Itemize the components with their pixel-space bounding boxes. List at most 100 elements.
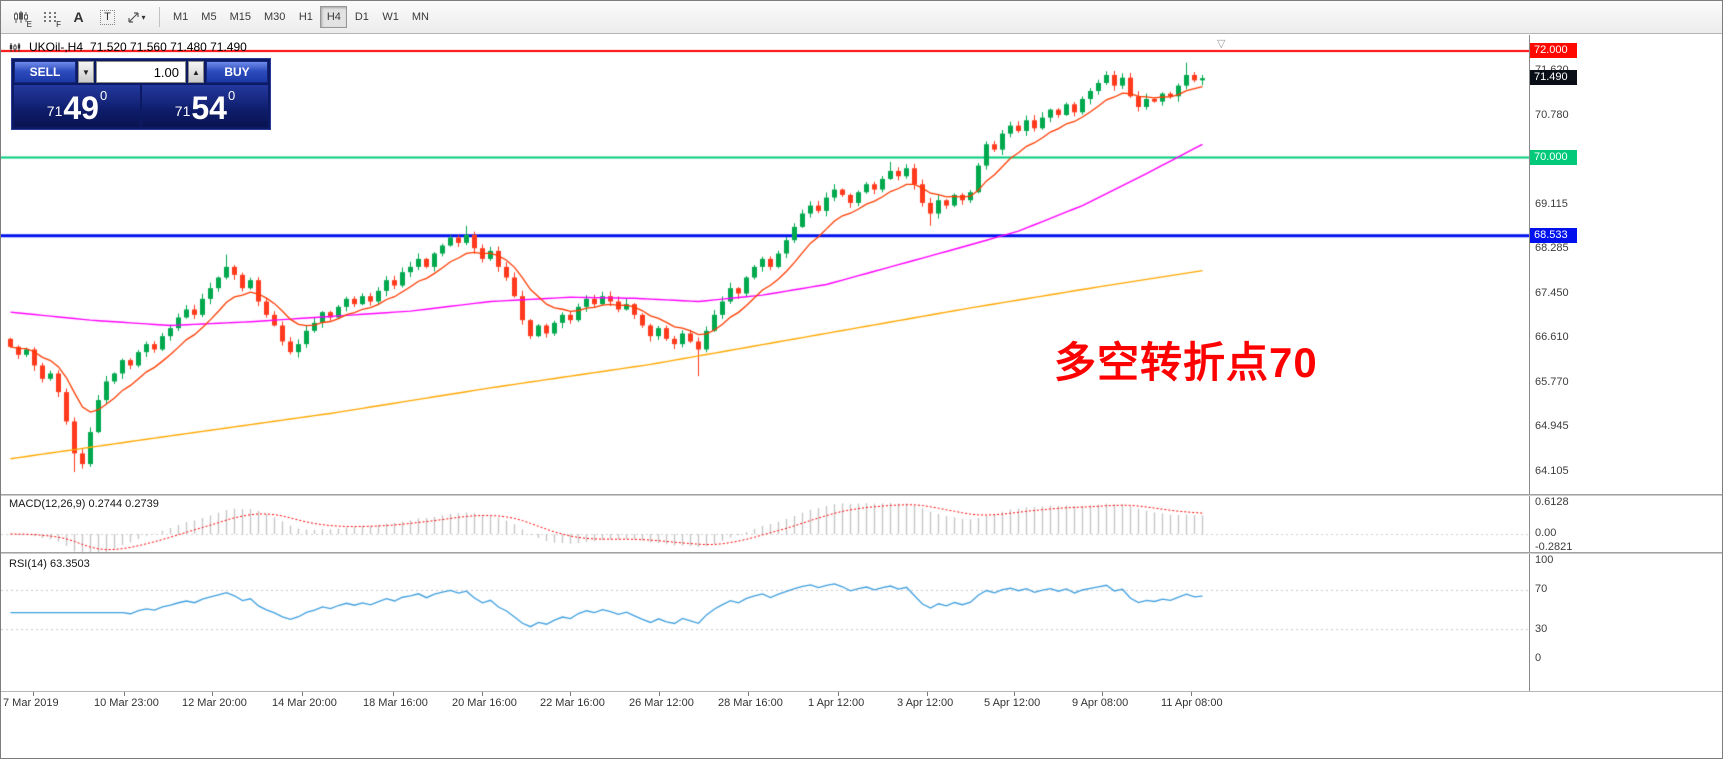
rsi-axis-label: 0 [1535, 652, 1542, 664]
candlestick-chart-icon [13, 10, 28, 23]
time-label: 10 Mar 23:00 [94, 697, 159, 709]
ask-quote: 71 54 0 [142, 85, 268, 127]
rsi-axis-label: 100 [1535, 554, 1554, 566]
order-row: SELL ▼ ▲ BUY [14, 61, 268, 83]
rsi-label: RSI(14) 63.3503 [9, 558, 90, 570]
timeframe-m1[interactable]: M1 [167, 6, 194, 28]
price-scale[interactable]: 71.62070.78069.11568.28567.45066.61065.7… [1529, 35, 1722, 758]
timeframe-h1[interactable]: H1 [292, 6, 319, 28]
pane-separator[interactable] [1, 494, 1722, 496]
price-box: 72.000 [1530, 43, 1577, 58]
pane-separator[interactable] [1, 691, 1722, 692]
macd-axis-label: -0.2821 [1535, 541, 1573, 554]
time-label: 14 Mar 20:00 [272, 697, 337, 709]
chart-annotation[interactable]: 多空转折点70 [1054, 339, 1318, 386]
tool-sub-label: E [26, 20, 32, 29]
time-tick [302, 692, 303, 696]
rsi-canvas[interactable] [1, 554, 1529, 691]
time-label: 20 Mar 16:00 [452, 697, 517, 709]
volume-dropdown-button[interactable]: ▼ [78, 61, 94, 83]
time-label: 22 Mar 16:00 [540, 697, 605, 709]
timeframe-m5[interactable]: M5 [195, 6, 222, 28]
timeframe-mn[interactable]: MN [406, 6, 435, 28]
time-tick [570, 692, 571, 696]
ask-pips: 54 [191, 90, 227, 126]
symbol-timeframe-label: UKOil-,H4 [29, 40, 84, 54]
price-tick: 65.770 [1535, 376, 1569, 389]
macd-label: MACD(12,26,9) 0.2744 0.2739 [9, 498, 159, 510]
chart-area: UKOil-,H4 71.520 71.560 71.480 71.490 ▽ … [1, 35, 1722, 758]
timeframe-d1[interactable]: D1 [348, 6, 375, 28]
tool-sub-label: F [56, 20, 61, 29]
price-tick: 67.450 [1535, 286, 1569, 299]
bid-quote: 71 49 0 [14, 85, 140, 127]
buy-button[interactable]: BUY [206, 61, 268, 83]
time-label: 26 Mar 12:00 [629, 697, 694, 709]
rsi-axis-label: 30 [1535, 622, 1548, 635]
rsi-axis-label: 70 [1535, 583, 1548, 596]
timeframe-w1[interactable]: W1 [376, 6, 405, 28]
volume-input[interactable] [96, 61, 186, 83]
ask-whole: 71 [174, 103, 191, 119]
cursor-tool-icon [128, 11, 140, 23]
ask-point: 0 [227, 88, 236, 103]
indicator-e-button[interactable]: E [7, 5, 34, 29]
bid-point: 0 [99, 88, 108, 103]
macd-canvas[interactable] [1, 496, 1529, 552]
one-click-trading-panel: SELL ▼ ▲ BUY 71 49 0 71 54 0 [11, 58, 271, 130]
timeframe-group: M1 M5 M15 M30 H1 H4 D1 W1 MN [167, 6, 436, 28]
price-box: 70.000 [1530, 149, 1577, 165]
timeframe-h4[interactable]: H4 [320, 6, 348, 28]
price-tick: 68.285 [1535, 242, 1569, 254]
grid-dots-icon [43, 12, 56, 22]
time-label: 3 Apr 12:00 [897, 697, 954, 709]
chart-title: UKOil-,H4 71.520 71.560 71.480 71.490 [9, 40, 247, 54]
price-tick: 70.780 [1535, 109, 1569, 122]
time-tick [927, 692, 928, 696]
text-tool-icon: A [73, 9, 84, 25]
time-label: 11 Apr 08:00 [1161, 697, 1223, 709]
time-label: 18 Mar 16:00 [363, 697, 428, 709]
sell-button[interactable]: SELL [14, 61, 76, 83]
macd-axis-label: 0.00 [1535, 527, 1557, 539]
bid-whole: 71 [46, 103, 63, 119]
time-tick [659, 692, 660, 696]
ohlc-values: 71.520 71.560 71.480 71.490 [90, 40, 247, 54]
time-label: 12 Mar 20:00 [182, 697, 247, 709]
chart-shift-marker[interactable]: ▽ [1217, 38, 1226, 50]
price-tick: 64.105 [1535, 464, 1569, 477]
volume-up-button[interactable]: ▲ [188, 61, 204, 83]
price-tick: 69.115 [1535, 197, 1568, 210]
toolbar-separator [159, 7, 160, 27]
time-tick [33, 692, 34, 696]
time-label: 5 Apr 12:00 [984, 697, 1041, 709]
time-label: 28 Mar 16:00 [718, 697, 783, 709]
cursor-tool-button[interactable]: ▾ [123, 5, 150, 29]
time-tick [748, 692, 749, 696]
time-tick [212, 692, 213, 696]
time-tick [393, 692, 394, 696]
pane-separator[interactable] [1, 552, 1722, 554]
time-label: 1 Apr 12:00 [808, 697, 865, 709]
timeframe-m15[interactable]: M15 [224, 6, 257, 28]
textbox-tool-icon: T [100, 9, 115, 25]
time-label: 7 Mar 2019 [3, 697, 59, 709]
bid-pips: 49 [63, 90, 99, 126]
timeframe-m30[interactable]: M30 [258, 6, 291, 28]
time-tick [838, 692, 839, 696]
time-tick [1191, 692, 1192, 696]
time-scale[interactable]: 7 Mar 2019 10 Mar 23:00 12 Mar 20:00 14 Mar… [1, 692, 1722, 758]
text-tool-button[interactable]: A [65, 5, 92, 29]
indicator-f-button[interactable]: F [36, 5, 63, 29]
textbox-tool-button[interactable]: T [94, 5, 121, 29]
chart-symbol-icon [9, 42, 21, 52]
price-tick: 66.610 [1535, 331, 1569, 344]
time-tick [1014, 692, 1015, 696]
time-tick [482, 692, 483, 696]
chevron-down-icon: ▾ [141, 12, 146, 22]
price-tick: 64.945 [1535, 420, 1569, 433]
time-tick [124, 692, 125, 696]
time-label: 9 Apr 08:00 [1072, 697, 1129, 709]
time-tick [1102, 692, 1103, 696]
